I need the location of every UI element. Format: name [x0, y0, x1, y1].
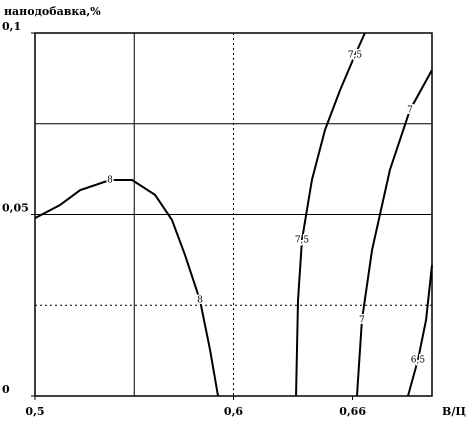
x-tick-label: 0,6: [224, 405, 243, 418]
contour-line: [407, 264, 433, 397]
contour-line: [295, 32, 366, 397]
contour-label: 8: [107, 176, 113, 186]
x-tick-label: 0,5: [25, 405, 44, 418]
contour-line: [355, 69, 433, 397]
contour-label: 6,5: [411, 356, 426, 366]
contour-label: 7,5: [348, 51, 363, 61]
contour-line: [34, 179, 220, 397]
x-axis-title: В/Ц: [442, 405, 466, 418]
y-axis-title: нанодобавка,%: [4, 5, 101, 18]
x-tick-label: 0,66: [339, 405, 366, 418]
contour-label: 7,5: [295, 235, 310, 245]
y-tick-label: 0,1: [2, 20, 21, 33]
y-tick-label: 0: [2, 383, 10, 396]
contour-label: 7: [407, 105, 413, 115]
contour-label: 8: [197, 296, 203, 306]
y-tick-label: 0,05: [2, 202, 29, 215]
contour-label: 7: [359, 316, 365, 326]
